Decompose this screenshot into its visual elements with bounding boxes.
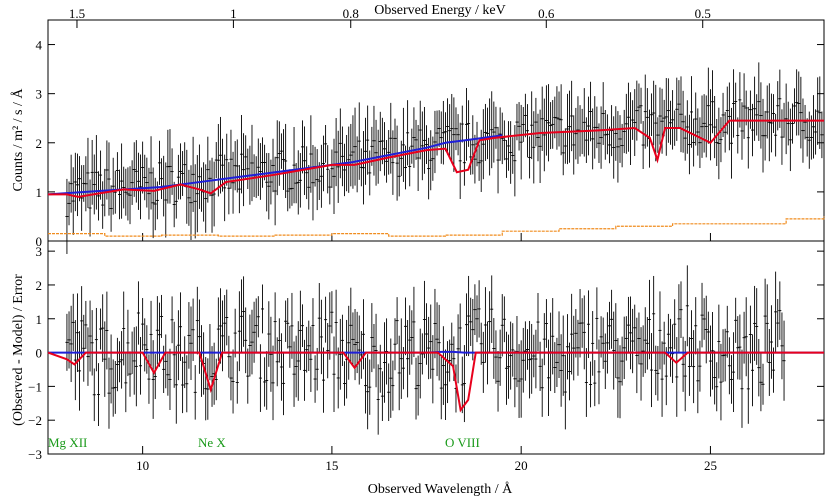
bottom-x-axis-label: Observed Wavelength / Å [368,481,513,497]
top-y-axis-label: Counts / m² / s / Å [10,88,26,192]
x-tick-label-top: 0.5 [695,6,711,21]
top-panel-axes: 0 1 2 3 4 1.5 1 0.8 0.6 0.5 [36,6,824,249]
x-tick-label-bottom: 15 [325,458,338,473]
x-tick-label-top: 0.8 [343,6,359,21]
y-tick-label-bottom: −1 [28,379,42,394]
y-tick-label-bottom: −2 [28,413,42,428]
bottom-panel-frame [47,240,825,455]
y-tick-label-top: 4 [36,38,43,53]
annotation-o-viii: O VIII [445,435,480,450]
top-panel-series [47,62,825,254]
y-tick-label-top: 1 [36,185,43,200]
x-tick-label-top: 1 [230,6,237,21]
y-tick-label-bottom: 2 [36,278,43,293]
annotation-mg-xii: Mg XII [48,435,87,450]
y-tick-label-top: 2 [36,136,43,151]
bottom-panel-series [47,265,824,435]
y-tick-label-bottom: 1 [36,312,43,327]
annotation-ne-x: Ne X [198,435,226,450]
top-x-axis-label: Observed Energy / keV [374,3,506,18]
bottom-y-axis-label: (Observed - Model) / Error [11,274,26,426]
background-step-line [48,216,825,237]
y-tick-label-top: 0 [36,234,43,249]
x-tick-label-bottom: 10 [136,458,149,473]
model-red-line [48,119,824,198]
top-panel-frame [47,19,825,242]
x-tick-label-bottom: 25 [704,458,717,473]
y-tick-label-bottom: −3 [28,447,42,462]
x-tick-label-top: 1.5 [69,6,85,21]
x-tick-label-top: 0.6 [538,6,555,21]
y-tick-label-bottom: 0 [36,346,43,361]
residual-model-red-line [47,351,824,413]
y-tick-label-bottom: 3 [36,244,43,259]
y-tick-label-top: 3 [36,87,43,102]
x-tick-label-bottom: 20 [515,458,528,473]
